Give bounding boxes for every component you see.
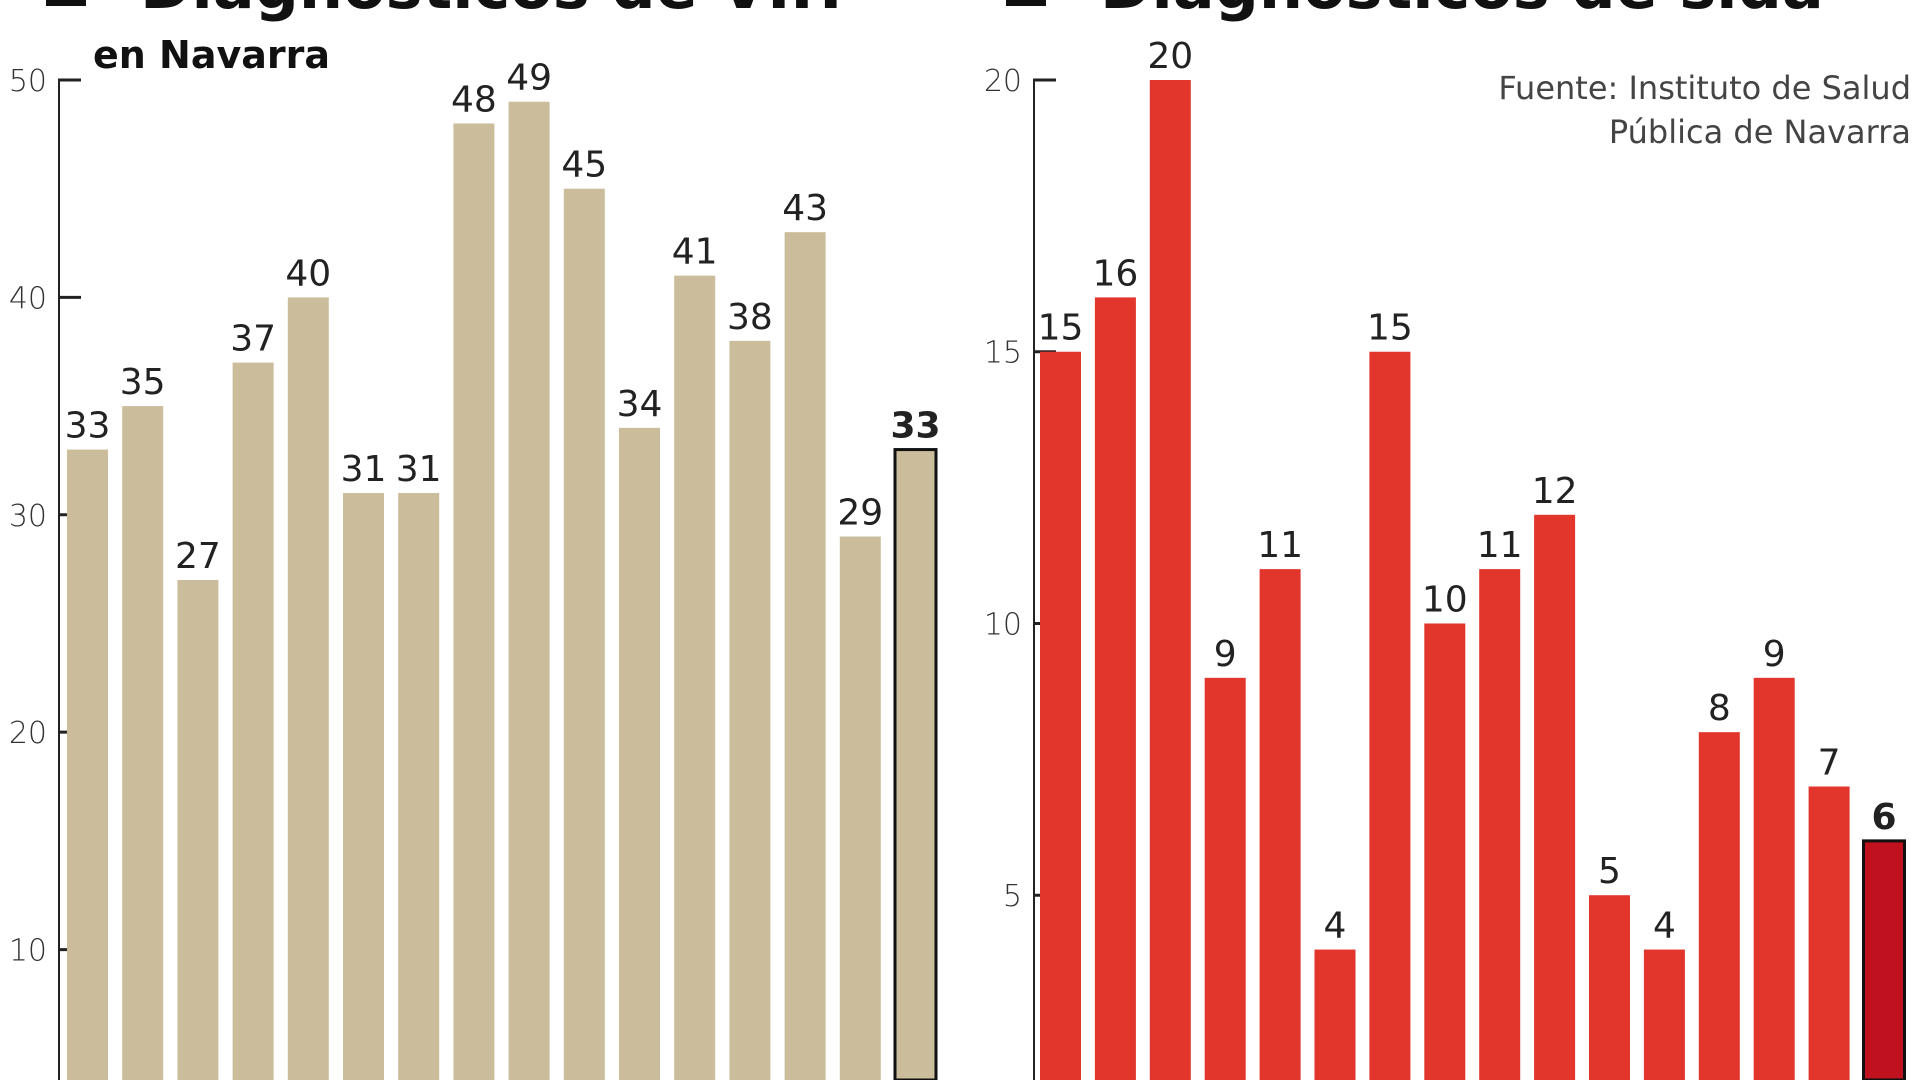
source-note: Fuente: Instituto de Salud [1498, 69, 1911, 107]
bar [563, 188, 605, 1080]
value-label: 48 [451, 79, 497, 120]
value-label: 41 [672, 232, 718, 273]
value-label: 20 [1147, 36, 1193, 77]
value-label: 6 [1871, 797, 1896, 838]
y-tick-label: 50 [9, 64, 47, 99]
bar [1094, 297, 1136, 1080]
chart-subtitle: en Navarra [93, 33, 330, 77]
value-label: 9 [1214, 634, 1237, 675]
bar [177, 580, 219, 1080]
bar [1479, 569, 1521, 1080]
value-label: 45 [561, 145, 607, 186]
bar [1424, 623, 1466, 1080]
bar [1589, 895, 1630, 1080]
value-label: 4 [1324, 906, 1347, 947]
y-tick-label: 40 [9, 281, 47, 316]
value-label: 12 [1532, 471, 1578, 512]
value-label: 15 [1367, 308, 1413, 349]
value-label: 7 [1818, 743, 1841, 784]
bar [453, 123, 495, 1080]
value-label: 35 [120, 362, 166, 403]
bar [893, 448, 938, 1080]
y-tick-label: 30 [9, 499, 47, 534]
bar [1753, 677, 1795, 1080]
value-label: 8 [1708, 688, 1731, 729]
bar [67, 449, 108, 1080]
y-tick-label: 5 [1003, 879, 1022, 914]
bar [287, 297, 329, 1080]
bar [784, 232, 826, 1080]
bar [1259, 569, 1301, 1080]
value-label: 43 [782, 188, 828, 229]
value-label: 5 [1598, 851, 1621, 892]
value-label: 33 [890, 406, 940, 447]
value-label: 4 [1653, 906, 1676, 947]
value-label: 10 [1422, 579, 1468, 620]
bar [1204, 677, 1246, 1080]
bar [839, 536, 881, 1080]
bar [1534, 514, 1576, 1080]
value-label: 31 [396, 449, 442, 490]
value-label: 29 [837, 493, 883, 534]
value-label: 49 [506, 58, 552, 99]
source-note: Pública de Navarra [1609, 113, 1911, 151]
y-tick-label: 10 [984, 607, 1022, 642]
title-marker [1006, 0, 1046, 6]
bar [1698, 732, 1740, 1080]
value-label: 15 [1038, 308, 1084, 349]
value-label: 37 [230, 319, 276, 360]
bar [1040, 351, 1081, 1080]
bar [122, 406, 164, 1080]
chart-title: Diagnósticos de sida [1100, 0, 1824, 23]
value-label: 16 [1092, 253, 1138, 294]
title-marker [46, 0, 86, 6]
y-tick-label: 20 [9, 716, 47, 751]
bar [232, 362, 274, 1080]
value-label: 31 [341, 449, 387, 490]
value-label: 11 [1257, 525, 1303, 566]
value-label: 34 [617, 384, 663, 425]
bar [508, 101, 550, 1080]
bar [1369, 351, 1411, 1080]
value-label: 40 [285, 253, 331, 294]
value-label: 38 [727, 297, 773, 338]
y-tick-label: 10 [9, 934, 47, 969]
value-label: 9 [1763, 634, 1786, 675]
value-label: 11 [1477, 525, 1523, 566]
bar [1862, 839, 1906, 1080]
bar [1149, 80, 1191, 1080]
bar [619, 427, 660, 1080]
value-label: 27 [175, 536, 221, 577]
bar [674, 275, 716, 1080]
bar [343, 493, 384, 1080]
bar [1643, 949, 1685, 1080]
bar [1314, 949, 1356, 1080]
y-tick-label: 20 [984, 64, 1022, 99]
value-label: 33 [65, 406, 111, 447]
bar [398, 493, 440, 1080]
bar [1808, 786, 1850, 1080]
chart-title: Diagnósticos de VIH [140, 0, 842, 23]
bar [729, 340, 771, 1080]
y-tick-label: 15 [984, 336, 1022, 371]
